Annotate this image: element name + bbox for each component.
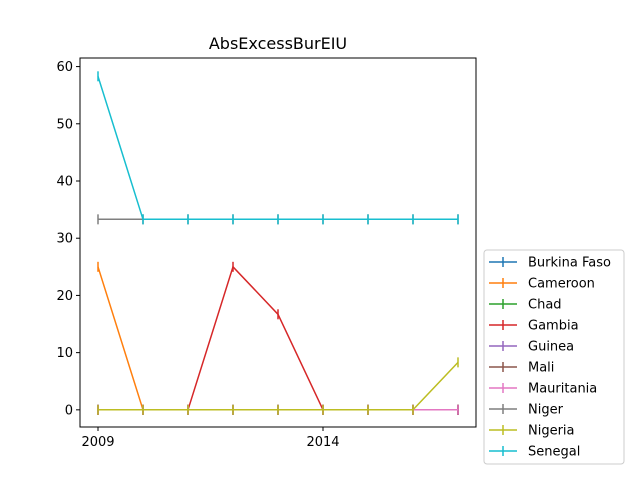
legend-label-6: Mauritania xyxy=(528,382,597,397)
y-tick-label-4: 40 xyxy=(56,175,73,190)
series-line-9 xyxy=(97,76,458,221)
legend-box xyxy=(483,249,625,465)
legend-label-3: Gambia xyxy=(528,319,579,334)
legend-label-0: Burkina Faso xyxy=(528,256,611,271)
axes: 0 10 20 30 40 50 60 2009 2014 xyxy=(56,57,477,450)
y-tick-label-2: 20 xyxy=(56,289,73,304)
legend-label-4: Guinea xyxy=(528,340,574,355)
y-tick-label-3: 30 xyxy=(56,232,73,247)
legend-label-5: Mali xyxy=(528,361,554,376)
y-tick-label-5: 50 xyxy=(56,117,73,132)
legend-label-9: Senegal xyxy=(528,445,580,460)
y-tick-label-0: 0 xyxy=(65,403,73,418)
legend: Burkina Faso Cameroon Chad Gambia Guinea Mali… xyxy=(483,249,625,465)
x-tick-label-0: 2009 xyxy=(81,435,114,450)
legend-label-7: Niger xyxy=(528,403,564,418)
legend-label-8: Nigeria xyxy=(528,424,575,439)
series-line-8 xyxy=(98,361,459,411)
legend-label-2: Chad xyxy=(528,298,562,313)
axes-frame xyxy=(79,57,477,428)
y-tick-label-1: 10 xyxy=(56,346,73,361)
series-line-1 xyxy=(97,266,458,411)
x-tick-label-1: 2014 xyxy=(306,435,339,450)
series-line-3 xyxy=(98,265,458,411)
legend-label-1: Cameroon xyxy=(528,277,595,292)
plot-area xyxy=(97,71,459,415)
chart-title: AbsExcessBurEIU xyxy=(209,34,347,53)
y-tick-label-6: 60 xyxy=(56,60,73,75)
